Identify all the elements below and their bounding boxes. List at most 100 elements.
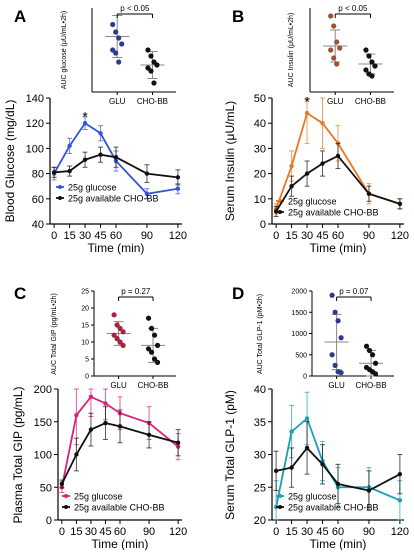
- main-y-tick-label: 10: [254, 194, 266, 206]
- inset-y-tick-label: 2000: [291, 289, 307, 296]
- main-y-tick-label: 60: [32, 194, 44, 206]
- series-point: [304, 171, 310, 176]
- inset-data-point: [369, 352, 376, 358]
- inset-y-axis-label: AUC Total GLP-1 (pM•2h): [257, 294, 264, 374]
- series-point: [320, 121, 325, 126]
- main-x-tick-label: 60: [114, 526, 126, 538]
- main-x-tick-label: 120: [169, 230, 187, 242]
- legend-marker: [278, 505, 282, 509]
- inset-data-point: [154, 62, 160, 68]
- main-x-tick-label: 120: [391, 230, 409, 242]
- series-point: [289, 163, 294, 169]
- inset-category-label: GLU: [327, 97, 344, 106]
- inset-data-point: [110, 21, 116, 28]
- inset-data-point: [111, 312, 117, 318]
- inset-data-point: [338, 370, 344, 376]
- main-x-tick-label: 120: [169, 526, 187, 538]
- main-y-tick-label: 120: [26, 118, 44, 130]
- series-point: [113, 155, 119, 160]
- inset-data-point: [145, 315, 152, 321]
- inset-data-point: [113, 50, 119, 56]
- inset-data-point: [328, 13, 334, 19]
- main-x-tick-label: 0: [51, 230, 57, 242]
- legend-marker: [58, 196, 62, 200]
- legend-marker: [58, 185, 62, 189]
- main-x-tick-label: 15: [63, 230, 75, 242]
- series-point: [67, 168, 72, 174]
- main-x-axis-label: Time (min): [88, 241, 145, 255]
- series-point: [304, 445, 310, 451]
- inset-data-point: [151, 332, 158, 338]
- series-point: [175, 186, 181, 191]
- inset-data-point: [328, 47, 334, 53]
- inset-data-point: [334, 39, 340, 45]
- significance-asterisk: *: [82, 109, 88, 125]
- inset-y-tick-label: 500: [295, 352, 307, 359]
- inset-data-point: [145, 346, 152, 352]
- main-x-tick-label: 90: [363, 230, 375, 242]
- main-y-tick-label: 35: [254, 417, 266, 429]
- series-point: [117, 424, 123, 429]
- legend-label: 25g available CHO-BB: [288, 208, 379, 218]
- main-x-tick-label: 30: [79, 230, 91, 242]
- legend-label: 25g available CHO-BB: [74, 503, 165, 513]
- main-y-tick-label: 100: [26, 143, 44, 155]
- inset-y-tick-label: 0: [303, 374, 307, 381]
- inset-data-point: [331, 55, 337, 61]
- main-x-tick-label: 45: [99, 526, 111, 538]
- series-point: [304, 110, 310, 116]
- inset-y-tick-label: 15: [81, 323, 89, 330]
- inset-category-label: GLU: [328, 381, 345, 390]
- main-x-tick-label: 45: [316, 230, 328, 242]
- inset-data-point: [148, 325, 155, 331]
- inset-data-point: [331, 23, 337, 29]
- series-point: [320, 462, 325, 467]
- inset-y-axis-label: AUC Total GIP (pg/mL•2h): [51, 293, 58, 375]
- main-x-tick-label: 45: [316, 526, 328, 538]
- main-y-tick-label: 40: [254, 118, 266, 130]
- series-point: [175, 440, 181, 445]
- series-point: [146, 432, 152, 438]
- main-y-tick-label: 30: [254, 143, 266, 155]
- legend-marker: [278, 210, 282, 214]
- series-point: [397, 201, 403, 207]
- inset-data-point: [363, 343, 370, 349]
- inset-category-label: CHO-BB: [137, 97, 168, 106]
- inset-category-label: GLU: [109, 97, 126, 106]
- inset-data-point: [117, 325, 123, 331]
- main-y-axis-label: Serum Total GLP-1 (pM): [223, 390, 237, 520]
- main-x-tick-label: 15: [285, 230, 297, 242]
- inset-category-label: CHO-BB: [355, 97, 386, 106]
- main-x-tick-label: 0: [59, 526, 65, 538]
- inset-data-point: [148, 53, 154, 59]
- legend-label: 25g glucose: [68, 183, 117, 193]
- inset-data-point: [329, 292, 335, 298]
- inset-data-point: [363, 67, 369, 73]
- main-y-tick-label: 100: [34, 450, 52, 462]
- main-x-axis-label: Time (min): [310, 537, 367, 550]
- series-point: [144, 191, 150, 196]
- inset-data-point: [114, 322, 120, 328]
- series-point: [59, 481, 65, 487]
- main-y-tick-label: 50: [254, 93, 266, 105]
- main-y-tick-label: 40: [32, 219, 44, 231]
- inset-data-point: [116, 35, 122, 41]
- inset-data-point: [154, 342, 161, 348]
- p-value-label: p < 0.05: [338, 4, 368, 13]
- main-y-tick-label: 80: [32, 169, 44, 181]
- inset-category-label: GLU: [110, 381, 127, 390]
- inset-data-point: [366, 53, 372, 59]
- series-point: [273, 468, 279, 474]
- series-point: [144, 171, 150, 176]
- series-point: [366, 488, 372, 493]
- inset-data-point: [120, 329, 126, 335]
- series-point: [320, 161, 325, 166]
- series-point: [98, 152, 103, 157]
- series-point: [98, 131, 103, 136]
- main-y-axis-label: Serum Insulin (μU/mL): [223, 101, 237, 221]
- main-y-tick-label: 25: [254, 482, 266, 494]
- panel-letter: C: [14, 284, 26, 303]
- series-point: [88, 394, 94, 400]
- inset-data-point: [372, 360, 379, 366]
- series-point: [397, 498, 403, 503]
